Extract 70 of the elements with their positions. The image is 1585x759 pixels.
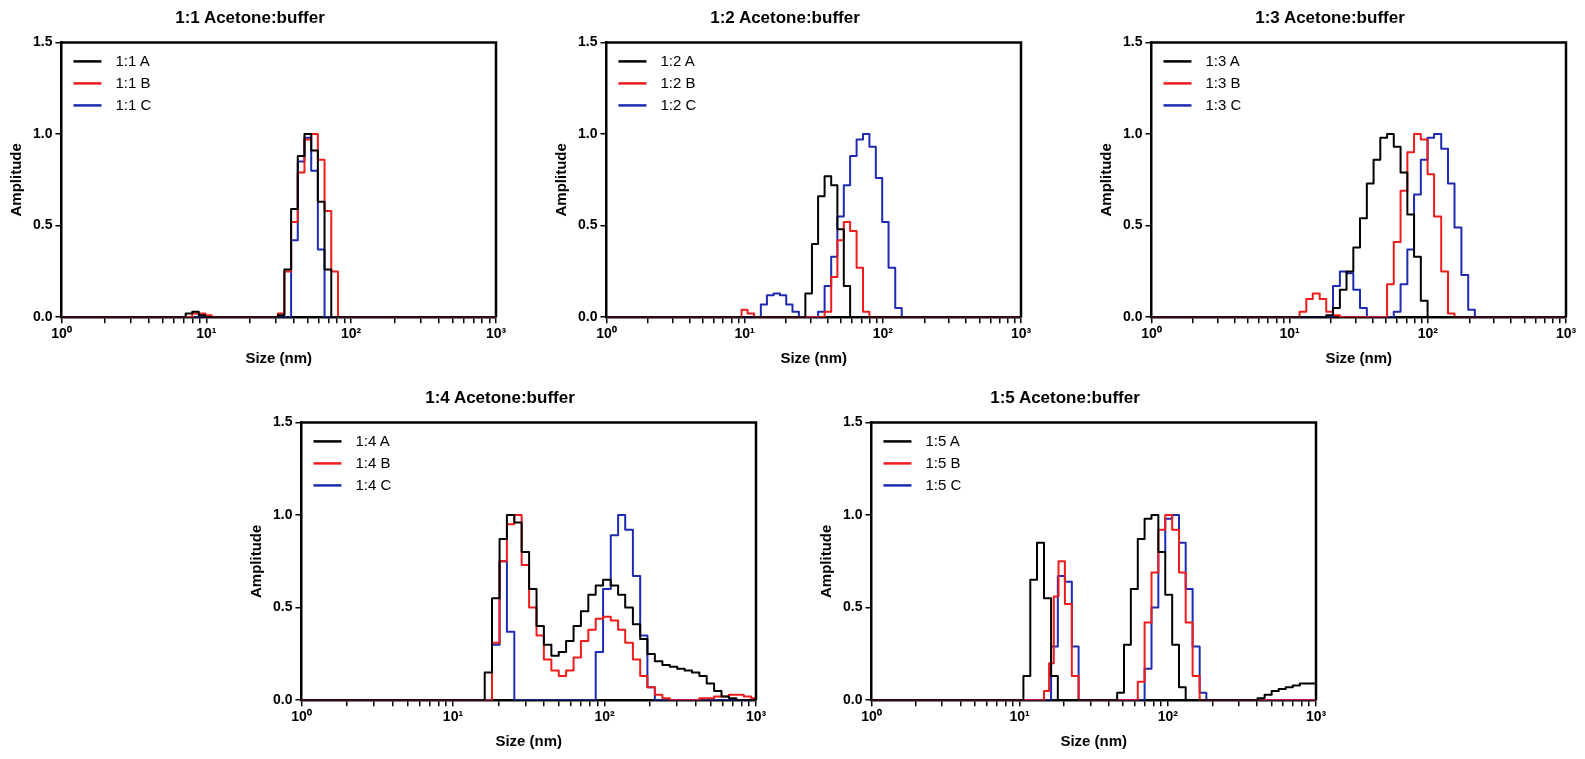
x-tick-label: 10⁰ <box>291 708 312 725</box>
legend-label: 1:4 B <box>355 453 391 471</box>
legend-label: 1:3 C <box>1205 95 1242 113</box>
x-axis-title: Size (nm) <box>780 349 848 367</box>
legend-label: 1:1 A <box>115 51 150 69</box>
y-tick-label: 0.0 <box>32 308 53 325</box>
legend-label: 1:5 B <box>925 453 961 471</box>
y-axis-title: Amplitude <box>552 143 570 217</box>
x-tick-label: 10¹ <box>1279 325 1301 342</box>
legend-label: 1:4 C <box>355 475 392 493</box>
y-axis-title: Amplitude <box>247 524 265 598</box>
x-tick-label: 10¹ <box>734 325 756 342</box>
x-tick-label: 10³ <box>485 325 507 342</box>
x-tick-label: 10² <box>341 325 362 342</box>
chart-title: 1:5 Acetone:buffer <box>990 387 1141 407</box>
x-tick-label: 10¹ <box>196 325 217 342</box>
y-tick-label: 0.5 <box>577 216 598 233</box>
y-tick-label: 0.5 <box>32 216 53 233</box>
legend-label: 1:2 C <box>660 95 697 113</box>
x-tick-label: 10¹ <box>1009 708 1031 725</box>
y-tick-label: 0.5 <box>842 598 863 615</box>
x-tick-label: 10³ <box>1305 708 1327 725</box>
y-tick-label: 1.5 <box>842 413 863 430</box>
x-tick-label: 10⁰ <box>51 325 72 342</box>
y-axis-title: Amplitude <box>817 524 835 598</box>
legend-label: 1:2 B <box>660 73 696 91</box>
chart-title: 1:2 Acetone:buffer <box>710 7 861 27</box>
y-tick-label: 0.0 <box>842 691 863 708</box>
x-axis-title: Size (nm) <box>495 732 563 750</box>
y-tick-label: 1.0 <box>32 124 53 141</box>
y-tick-label: 1.0 <box>842 505 863 522</box>
y-tick-label: 1.0 <box>577 124 598 141</box>
x-tick-label: 10¹ <box>442 708 464 725</box>
y-axis-title: Amplitude <box>7 143 25 217</box>
x-tick-label: 10³ <box>1555 325 1577 342</box>
y-tick-label: 0.0 <box>577 308 598 325</box>
y-tick-label: 1.0 <box>272 505 293 522</box>
y-axis-title: Amplitude <box>1097 143 1115 217</box>
y-tick-label: 1.5 <box>272 413 293 430</box>
chart-title: 1:3 Acetone:buffer <box>1255 7 1406 27</box>
x-tick-label: 10² <box>1417 325 1439 342</box>
x-tick-label: 10³ <box>745 708 767 725</box>
x-tick-label: 10² <box>1157 708 1179 725</box>
legend-label: 1:1 B <box>115 73 151 91</box>
y-tick-label: 0.0 <box>1122 308 1143 325</box>
legend-label: 1:4 A <box>355 431 390 449</box>
x-tick-label: 10⁰ <box>1141 325 1162 342</box>
x-tick-label: 10³ <box>1010 325 1032 342</box>
x-axis-title: Size (nm) <box>245 349 313 367</box>
y-tick-label: 0.0 <box>272 691 293 708</box>
x-tick-label: 10⁰ <box>596 325 617 342</box>
legend-label: 1:3 A <box>1205 51 1240 69</box>
chart-title: 1:4 Acetone:buffer <box>425 387 576 407</box>
x-tick-label: 10⁰ <box>861 708 882 725</box>
x-axis-title: Size (nm) <box>1060 732 1128 750</box>
legend-label: 1:2 A <box>660 51 695 69</box>
legend-label: 1:5 A <box>925 431 960 449</box>
legend-label: 1:1 C <box>115 95 152 113</box>
x-axis-title: Size (nm) <box>1325 349 1393 367</box>
y-tick-label: 1.0 <box>1122 124 1143 141</box>
y-tick-label: 0.5 <box>272 598 293 615</box>
y-tick-label: 0.5 <box>1122 216 1143 233</box>
legend-label: 1:5 C <box>925 475 962 493</box>
x-tick-label: 10² <box>872 325 894 342</box>
y-tick-label: 1.5 <box>577 33 598 50</box>
x-tick-label: 10² <box>594 708 615 725</box>
chart-title: 1:1 Acetone:buffer <box>175 7 326 27</box>
legend-label: 1:3 B <box>1205 73 1241 91</box>
y-tick-label: 1.5 <box>1122 33 1143 50</box>
y-tick-label: 1.5 <box>32 33 53 50</box>
